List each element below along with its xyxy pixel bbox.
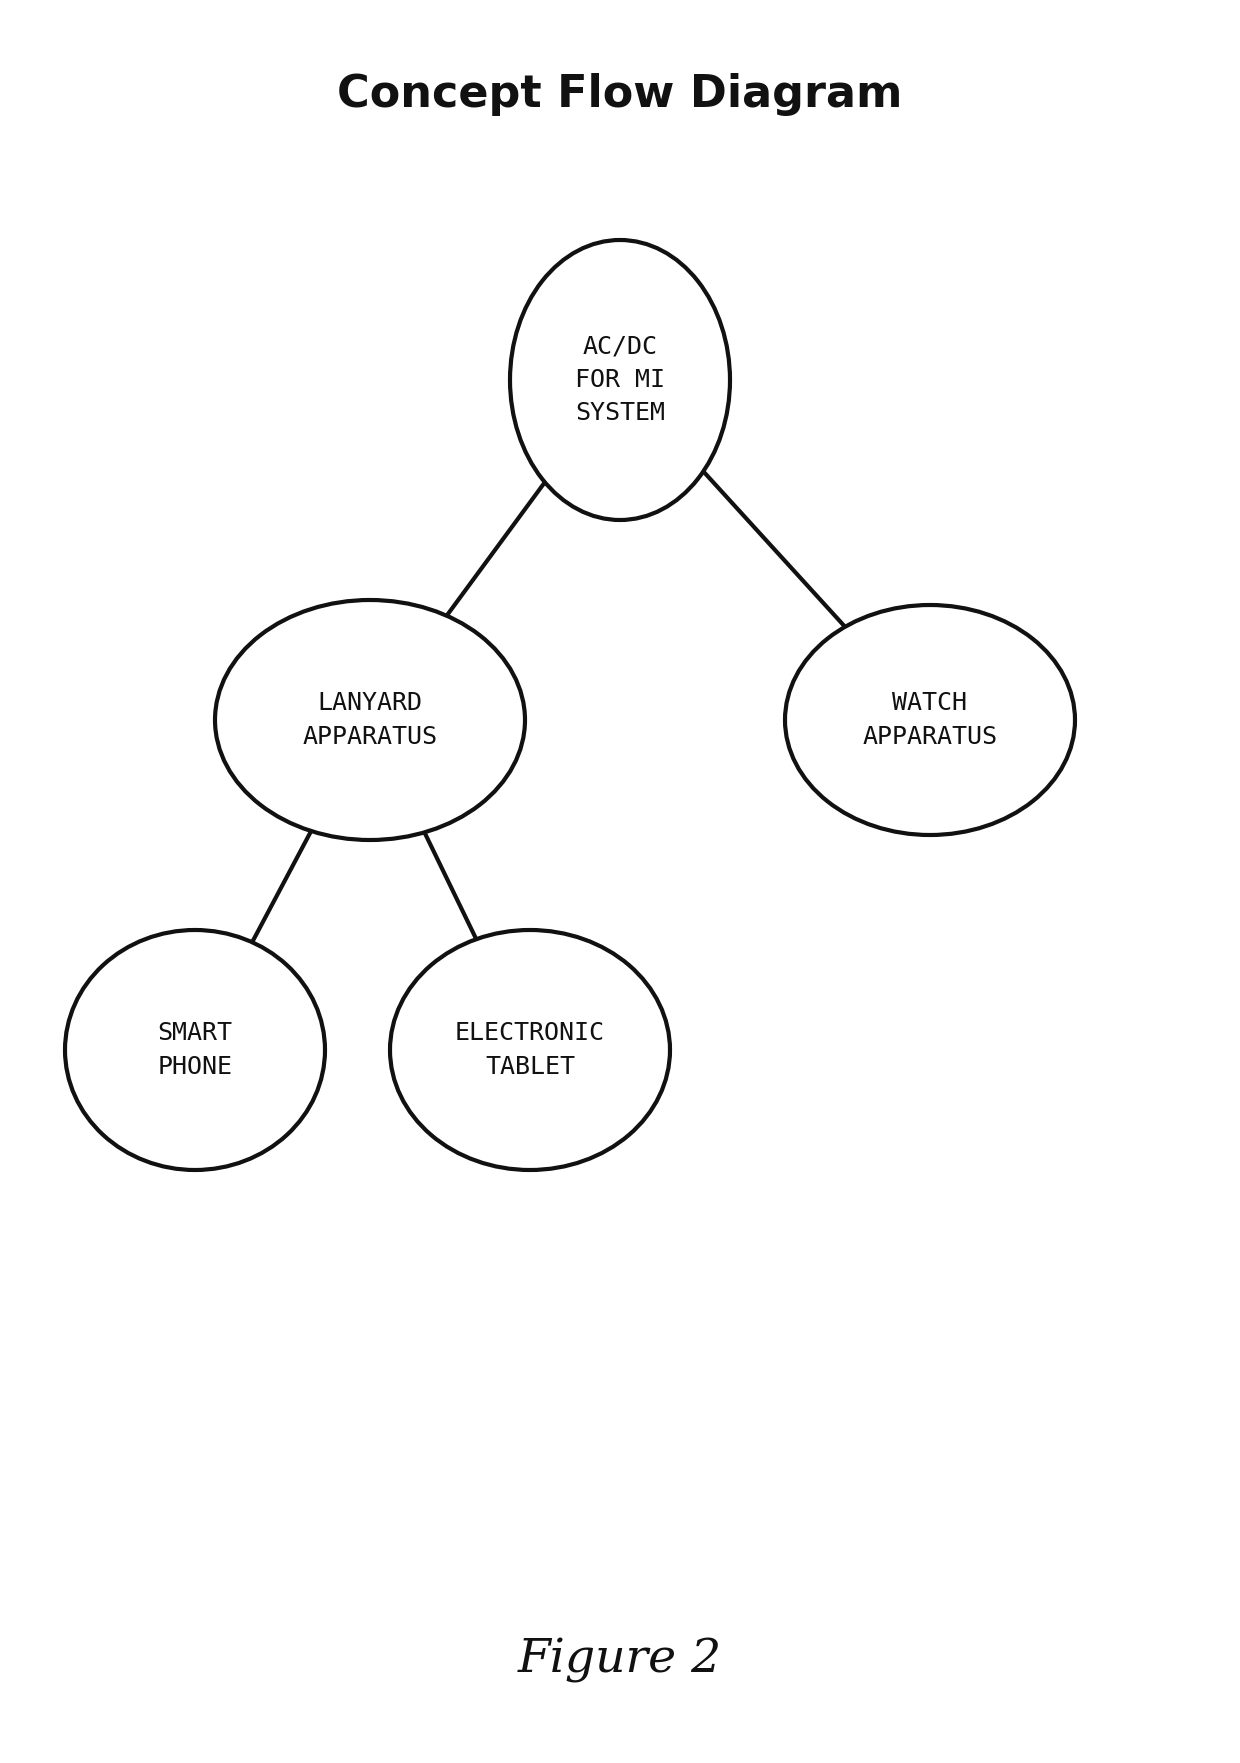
Ellipse shape xyxy=(64,931,325,1171)
Ellipse shape xyxy=(215,599,525,839)
Text: LANYARD
APPARATUS: LANYARD APPARATUS xyxy=(303,691,438,749)
Text: Figure 2: Figure 2 xyxy=(518,1638,722,1682)
Text: AC/DC
FOR MI
SYSTEM: AC/DC FOR MI SYSTEM xyxy=(575,335,665,425)
Text: ELECTRONIC
TABLET: ELECTRONIC TABLET xyxy=(455,1021,605,1079)
Ellipse shape xyxy=(510,240,730,520)
Text: SMART
PHONE: SMART PHONE xyxy=(157,1021,233,1079)
Ellipse shape xyxy=(785,605,1075,836)
Text: WATCH
APPARATUS: WATCH APPARATUS xyxy=(863,691,997,749)
Text: Concept Flow Diagram: Concept Flow Diagram xyxy=(337,74,903,116)
Ellipse shape xyxy=(391,931,670,1171)
